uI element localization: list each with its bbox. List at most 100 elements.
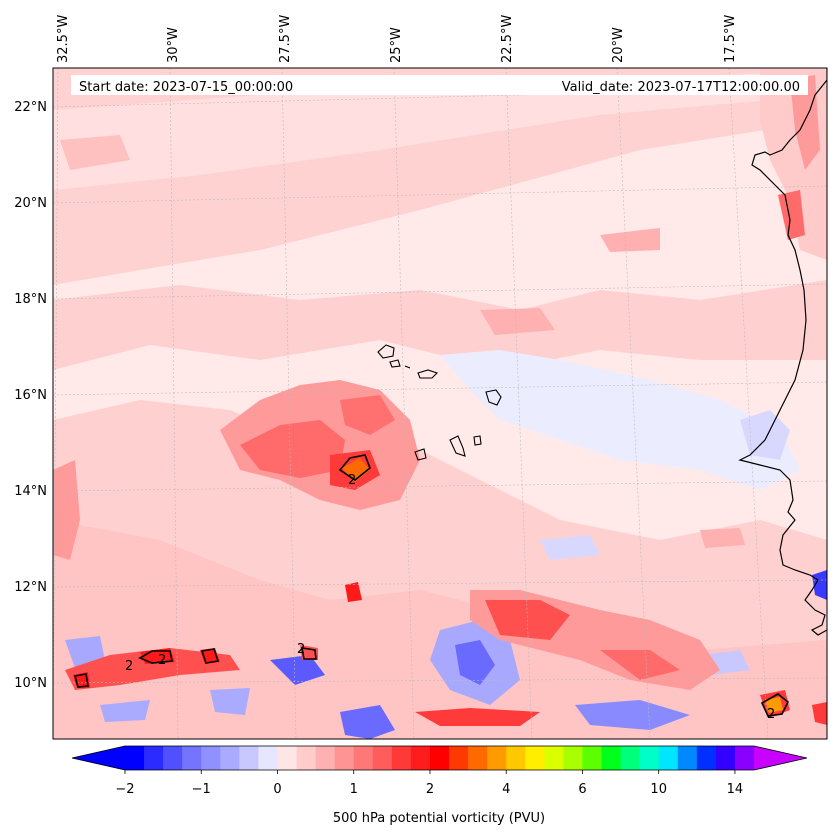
colorbar-segment [182,746,202,770]
pv-blue-cell-3 [340,705,395,739]
colorbar-segment [258,746,279,770]
pv-blue-cell-10 [540,535,600,560]
lon-label: 27.5°W [278,15,293,63]
lon-label: 30°W [166,27,181,63]
contour-west-1 [138,650,173,664]
pv-band-mid [53,280,827,370]
colorbar-segment [715,746,736,770]
colorbar-segment [658,746,679,770]
lat-label: 14°N [14,484,47,499]
pv-red-patch-north-3 [60,135,130,170]
colorbar-segment [639,746,660,770]
colorbar-tick-label: −2 [115,782,134,797]
colorbar-tick-label: 4 [502,782,510,797]
colorbar-tick-label: 0 [273,782,281,797]
colorbar-title: 500 hPa potential vorticity (PVU) [333,811,545,826]
pv-blue-cell-6 [100,700,150,722]
island-fogo [414,448,427,461]
contour-label: 2 [297,642,305,657]
pv-blue-area-coast [740,410,790,460]
lat-label: 12°N [14,580,47,595]
island-santo-antao [377,344,395,359]
gridline-lat-20 [53,185,827,204]
colorbar-segment [620,746,641,770]
gridline-lat-12 [53,579,827,588]
colorbar-segment [563,746,584,770]
island-sao-vicente [389,359,401,368]
colorbar-segment [372,746,393,770]
colorbar-underflow-arrow [72,746,125,770]
pv-blue-cell-1-core [455,640,495,685]
pv-blue-area-central [440,350,800,490]
lon-labels: 32.5°W 30°W 27.5°W 25°W 22.5°W 20°W 17.5… [56,15,738,63]
colorbar-tick-label: 6 [578,782,586,797]
colorbar-segment [410,746,431,770]
map-frame [52,67,828,740]
lon-label: 20°W [611,27,626,63]
colorbar-segment [315,746,336,770]
lat-labels: 22°N 20°N 18°N 16°N 14°N 12°N 10°N [14,100,47,691]
colorbar-tick-label: 10 [650,782,667,797]
pv-red-patch-north-2 [480,308,555,335]
colorbar-segment [487,746,507,770]
colorbar-segment [163,746,183,770]
pv-red-core-12n [345,582,362,602]
colorbar-segments [125,746,755,770]
pv-red-band-bottom [415,708,540,726]
contour-se [760,693,790,717]
pv-field: 2 2 2 2 2 [53,68,827,739]
pv-band-southern [53,520,827,739]
contour-west-4 [301,647,317,660]
colorbar-segment [468,746,488,770]
lon-label: 17.5°W [723,15,738,63]
contour-west-2 [200,648,220,664]
lat-label: 22°N [14,100,47,115]
pv-blue-cell-5 [270,655,325,685]
pv-band-north-light [53,70,827,190]
pv-red-west-edge [53,460,80,560]
colorbar-segment [601,746,622,770]
colorbar-segment [429,746,450,770]
island-boa-vista [485,389,502,406]
colorbar-segment [201,746,221,770]
colorbar-tick-label: 2 [426,782,434,797]
colorbar-segment [696,746,717,770]
gridline-lat-10 [53,677,827,684]
colorbar-segment [391,746,412,770]
island-maio [473,435,482,446]
lon-label: 22.5°W [500,15,515,63]
pv-red-region-north [340,395,395,435]
colorbar-tick-label: 14 [727,782,744,797]
colorbar-segment [334,746,355,770]
gridline-lat-16 [53,381,827,396]
lat-label: 18°N [14,292,47,307]
lon-label: 25°W [389,27,404,63]
colorbar-segment [582,746,603,770]
lon-label: 32.5°W [56,15,71,63]
colorbar-segment [544,746,564,770]
valid-date-label: Valid_date: 2023-07-17T12:00:00.00 [562,80,800,95]
colorbar-segment [296,746,317,770]
contour-west-3 [73,673,89,688]
colorbar-tick-label: 1 [350,782,358,797]
coastline-africa [738,68,827,636]
colorbar-segment [220,746,240,770]
colorbar-tick-label: −1 [192,782,211,797]
gridline-lon-17-5 [728,68,769,739]
date-banner [71,75,808,95]
contour-label: 2 [767,707,775,722]
gridline-lat-18 [53,283,827,300]
gridline-lat-14 [53,480,827,492]
colorbar-segment [144,746,164,770]
pv-red-band-west [65,648,240,690]
contour-label: 2 [348,473,356,488]
contour-label: 2 [125,659,133,674]
colorbar-segment [353,746,374,770]
pv-red-patch-north-1 [600,228,660,252]
island-santa-luzia [404,365,411,369]
pv-blue-cell-2 [575,700,690,730]
pv-red-region-south-east [600,650,680,680]
contour-labels: 2 2 2 2 2 [125,473,775,722]
lat-label: 20°N [14,196,47,211]
